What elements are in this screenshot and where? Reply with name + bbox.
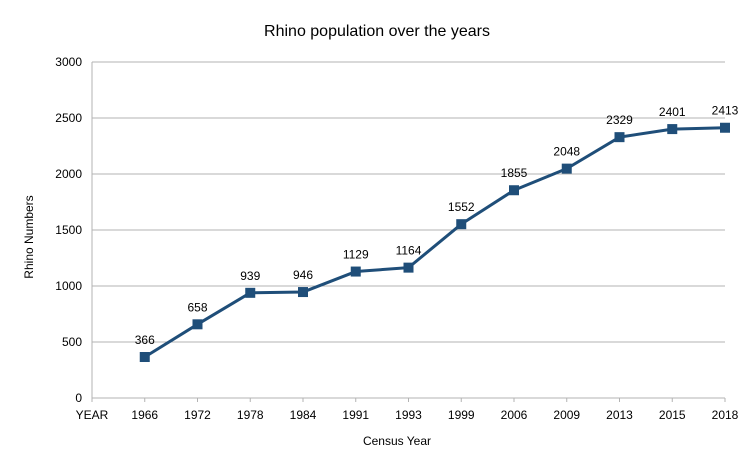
y-tick-label: 2500 [55,111,82,125]
x-tick-label: 2013 [606,408,633,422]
data-label: 1164 [396,244,422,258]
y-tick-label: 1500 [55,223,82,237]
data-label: 946 [293,268,313,282]
data-label: 1552 [448,200,475,214]
y-axis-label: Rhino Numbers [22,195,36,278]
y-tick-label: 500 [62,335,82,349]
x-tick-label: YEAR [76,408,109,422]
x-tick-label: 1966 [131,408,158,422]
data-label: 1129 [343,248,369,262]
data-point-marker [561,163,572,174]
data-point-marker [139,352,150,363]
data-point-marker [614,132,625,143]
y-tick-label: 2000 [55,167,82,181]
x-tick-label: 2009 [553,408,580,422]
data-point-marker [192,319,203,330]
axes [91,62,726,402]
data-label: 2413 [712,104,739,118]
x-tick-label: 1999 [448,408,475,422]
data-label: 2048 [553,145,580,159]
x-tick-label: 1972 [184,408,211,422]
data-point-marker [456,219,467,230]
data-point-marker [350,266,361,277]
y-tick-label: 0 [75,391,82,405]
x-tick-labels: YEAR 1966 1972 1978 1984 1991 1993 1999 2006 2009… [76,408,739,422]
data-point-marker [245,287,256,298]
x-tick-label: 2006 [501,408,528,422]
x-axis-label: Census Year [363,434,431,448]
x-tick-label: 1978 [237,408,264,422]
x-tick-label: 2015 [659,408,686,422]
data-label: 2401 [659,105,686,119]
x-tick-label: 2018 [712,408,739,422]
data-label: 939 [240,269,260,283]
data-point-marker [667,124,678,135]
data-point-marker [298,287,308,298]
y-tick-labels: 0 500 1000 1500 2000 2500 3000 [55,55,82,405]
series-line [143,126,726,359]
series-line-path [143,126,726,359]
x-tick-label: 1993 [395,408,422,422]
data-label: 1855 [501,166,528,180]
data-point-marker [720,122,730,133]
data-point-marker [403,262,414,273]
data-label: 658 [187,300,207,314]
y-tick-label: 1000 [55,279,82,293]
data-labels: 366 658 939 946 1129 1164 1552 1855 2048 2329 2401… [135,104,739,347]
gridlines [92,61,725,399]
data-point-marker [509,185,519,196]
x-tick-label: 1984 [290,408,317,422]
data-label: 366 [135,333,155,347]
data-markers [139,122,730,363]
chart-title: Rhino population over the years [264,23,490,40]
data-label: 2329 [606,113,633,127]
x-tick-label: 1991 [342,408,369,422]
y-tick-label: 3000 [55,55,82,69]
